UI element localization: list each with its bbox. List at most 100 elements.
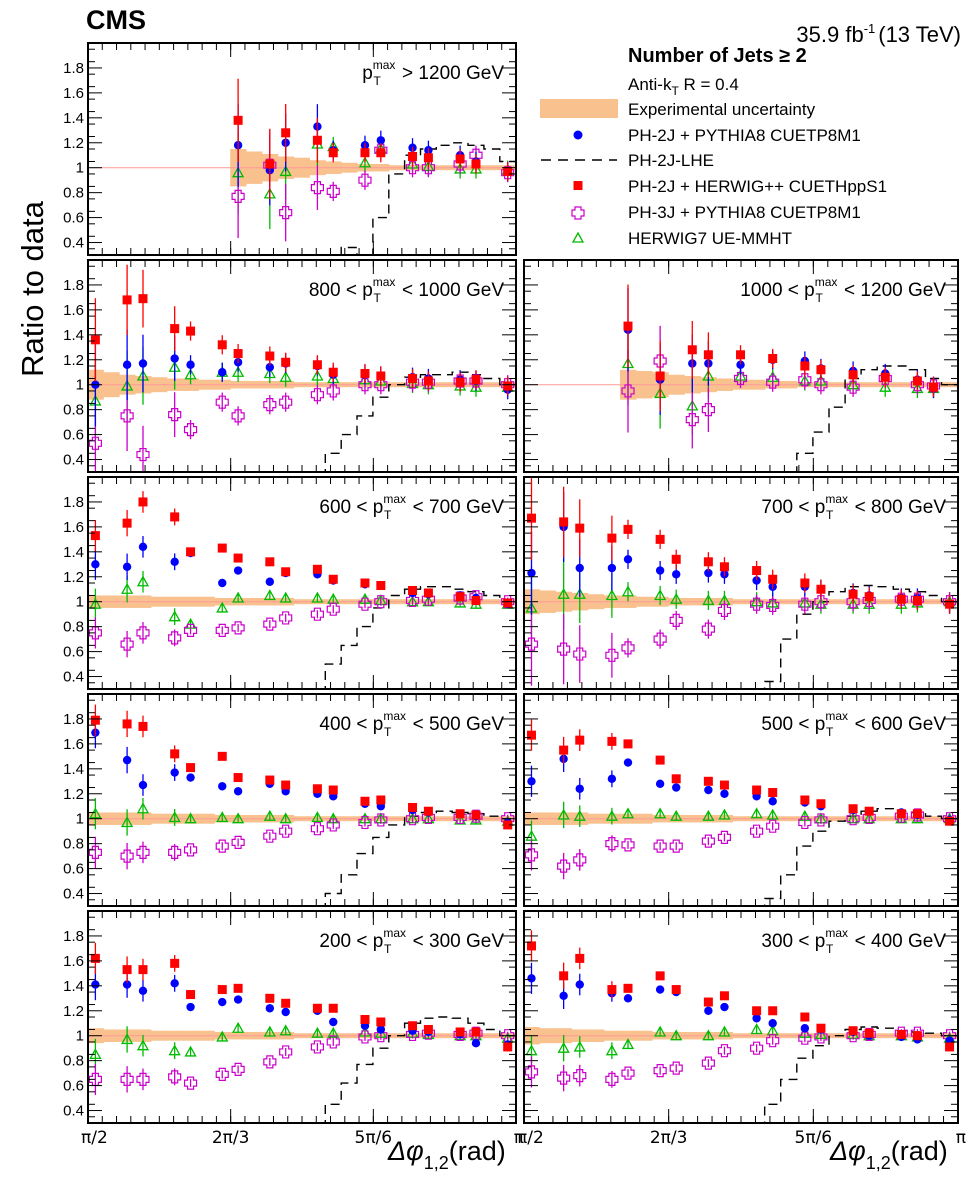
ph3j-pythia-point xyxy=(231,1062,245,1076)
ph2j-herwig-point xyxy=(455,154,465,164)
ph2j-pythia-point xyxy=(800,1024,810,1033)
ph2j-pythia-point xyxy=(91,980,100,989)
ph3j-pythia-point xyxy=(279,395,293,409)
ph2j-herwig-point xyxy=(186,990,196,1000)
y-tick-label: 0.4 xyxy=(63,235,84,252)
ph2j-herwig-point xyxy=(376,371,386,381)
ph3j-pythia-point xyxy=(766,598,780,613)
ph2j-herwig-point xyxy=(265,159,275,169)
herwig7-point xyxy=(573,809,586,821)
ph2j-herwig-point xyxy=(408,802,418,812)
ph3j-pythia-point xyxy=(88,845,102,859)
herwig7-point xyxy=(406,812,419,824)
y-tick-label: 1.6 xyxy=(63,953,84,970)
ph2j-pythia-point xyxy=(233,995,243,1004)
ph2j-herwig-point xyxy=(423,806,433,816)
ph2j-herwig-point xyxy=(559,517,569,527)
ph2j-pythia-point xyxy=(655,985,665,994)
ph3j-pythia-point xyxy=(326,184,340,198)
x-tick-label: 5π/6 xyxy=(795,1128,833,1148)
panel-label: 400 < pmax T < 500 GeV xyxy=(319,709,504,739)
ph2j-pythia-point xyxy=(704,785,713,795)
ph2j-pythia-point xyxy=(170,979,179,988)
ph2j-herwig-point xyxy=(471,810,481,820)
ph3j-pythia-point xyxy=(605,1072,619,1086)
ph2j-herwig-point xyxy=(816,1023,826,1033)
ph2j-herwig-point xyxy=(848,804,858,814)
ph2j-herwig-point xyxy=(423,588,433,598)
experiment-label: CMS xyxy=(86,5,146,35)
ph3j-pythia-point xyxy=(120,849,134,863)
ph2j-herwig-point xyxy=(328,785,338,795)
ph2j-herwig-point xyxy=(896,1029,906,1039)
panel-label: 200 < pmax T < 300 GeV xyxy=(319,926,504,956)
ph3j-pythia-point xyxy=(605,837,619,851)
herwig7-point xyxy=(718,808,731,820)
ph3j-pythia-point xyxy=(374,595,388,609)
ph2j-herwig-point xyxy=(186,547,196,557)
ph3j-pythia-point xyxy=(405,161,420,175)
ph2j-lhe-histogram xyxy=(214,810,516,906)
herwig7-point xyxy=(136,1039,150,1051)
ph2j-herwig-point xyxy=(575,953,585,963)
herwig7-point xyxy=(702,594,715,606)
herwig7-point xyxy=(184,1045,197,1057)
ph3j-pythia-point xyxy=(231,621,245,635)
ph3j-pythia-point xyxy=(374,813,388,827)
ph3j-pythia-point xyxy=(405,812,420,826)
y-tick-label: 1.8 xyxy=(63,711,84,728)
ph3j-pythia-point xyxy=(168,631,182,645)
herwig7-point xyxy=(216,601,229,613)
y-tick-label: 0.4 xyxy=(63,1103,84,1120)
ph2j-herwig-point xyxy=(864,592,874,602)
ph2j-pythia-point xyxy=(170,557,179,566)
herwig7-point xyxy=(557,1041,570,1053)
ph2j-herwig-point xyxy=(671,774,681,784)
ph2j-pythia-point xyxy=(233,787,243,796)
ph3j-pythia-point xyxy=(374,378,388,392)
ph3j-pythia-point xyxy=(231,189,245,203)
x-tick-label: π xyxy=(514,1128,524,1148)
ph3j-pythia-point xyxy=(136,447,150,462)
ph3j-pythia-point xyxy=(669,613,683,628)
ph2j-herwig-point xyxy=(408,151,418,161)
ph2j-herwig-point xyxy=(471,159,481,169)
y-tick-label: 1.6 xyxy=(63,302,84,319)
ph2j-herwig-point xyxy=(703,997,713,1007)
ph2j-pythia-point xyxy=(623,758,633,767)
ph2j-herwig-point xyxy=(800,361,810,371)
ph2j-herwig-point xyxy=(281,128,291,138)
ph2j-herwig-point xyxy=(896,594,906,604)
ph2j-pythia-point xyxy=(186,1002,195,1012)
ph3j-pythia-point xyxy=(183,623,198,637)
ph2j-herwig-point xyxy=(816,365,826,375)
herwig7-point xyxy=(89,1048,102,1060)
panel-ptmax-gt-1200: 0.4 0.6 0.8 1 1.2 1.4 1.6 1.8 pmax T > 1200 GeV xyxy=(63,42,517,256)
ph2j-herwig-point xyxy=(623,983,633,993)
ph3j-pythia-point xyxy=(557,859,571,873)
ph2j-herwig-point xyxy=(655,971,665,981)
ph3j-pythia-point xyxy=(263,617,277,631)
ph2j-pythia-point xyxy=(265,1004,275,1013)
herwig7-point xyxy=(702,1029,715,1041)
ph2j-herwig-point xyxy=(376,580,386,590)
ph3j-pythia-point xyxy=(136,626,150,640)
herwig7-point xyxy=(750,1023,763,1035)
ph2j-pythia-point xyxy=(704,1006,713,1015)
x-tick-label: 5π/6 xyxy=(355,1128,393,1148)
ph2j-herwig-point xyxy=(122,719,132,729)
legend-item-ph2j-lhe: PH-2J-LHE xyxy=(628,151,714,170)
ph2j-herwig-point xyxy=(360,578,370,588)
ph2j-herwig-point xyxy=(376,795,386,805)
y-tick-label: 1.8 xyxy=(63,60,84,77)
y-tick-label: 0.6 xyxy=(63,1078,84,1095)
ph2j-pythia-point xyxy=(655,566,665,575)
ph2j-pythia-point xyxy=(527,777,536,786)
ph2j-herwig-point xyxy=(138,721,148,731)
ph3j-pythia-point xyxy=(605,648,619,662)
ph2j-herwig-point xyxy=(186,763,196,773)
ph3j-pythia-point xyxy=(405,593,420,608)
y-tick-label: 0.6 xyxy=(63,644,84,661)
ph2j-herwig-point xyxy=(848,370,858,380)
ph2j-herwig-point xyxy=(623,321,633,331)
